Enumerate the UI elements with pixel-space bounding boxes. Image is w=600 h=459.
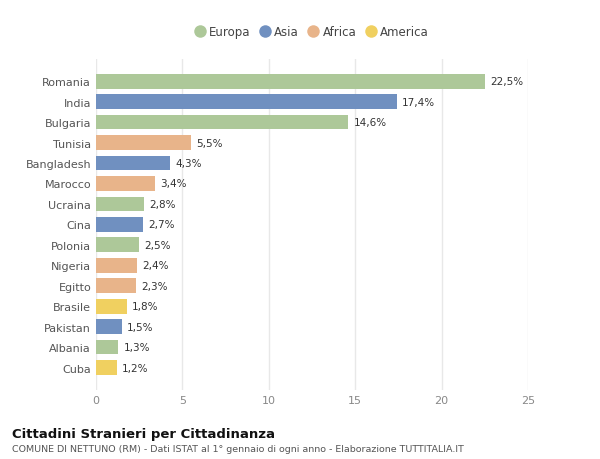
Bar (96, 319, 122, 334)
Text: 1,2%: 1,2% (122, 363, 148, 373)
Text: 2,7%: 2,7% (148, 220, 175, 230)
Text: 4,3%: 4,3% (175, 159, 202, 168)
Text: 22,5%: 22,5% (490, 77, 523, 87)
Bar (96, 177, 155, 191)
Text: Cittadini Stranieri per Cittadinanza: Cittadini Stranieri per Cittadinanza (12, 427, 275, 440)
Text: 3,4%: 3,4% (160, 179, 187, 189)
Text: 17,4%: 17,4% (402, 97, 435, 107)
Bar (96, 238, 139, 252)
Bar (96, 360, 117, 375)
Bar (96, 340, 118, 355)
Text: 1,3%: 1,3% (124, 342, 150, 353)
Bar (96, 197, 145, 212)
Text: 2,5%: 2,5% (145, 241, 171, 250)
Bar (96, 299, 127, 314)
Text: 1,5%: 1,5% (127, 322, 154, 332)
Bar (96, 75, 485, 90)
Bar (96, 116, 348, 130)
Bar (96, 95, 397, 110)
Bar (96, 218, 143, 232)
Text: 2,4%: 2,4% (143, 261, 169, 271)
Bar (96, 136, 191, 151)
Text: 5,5%: 5,5% (196, 138, 223, 148)
Text: 2,3%: 2,3% (141, 281, 167, 291)
Text: 2,8%: 2,8% (149, 200, 176, 209)
Bar (96, 258, 137, 273)
Text: 14,6%: 14,6% (353, 118, 386, 128)
Text: COMUNE DI NETTUNO (RM) - Dati ISTAT al 1° gennaio di ogni anno - Elaborazione TU: COMUNE DI NETTUNO (RM) - Dati ISTAT al 1… (12, 444, 464, 453)
Bar (96, 157, 170, 171)
Bar (96, 279, 136, 293)
Legend: Europa, Asia, Africa, America: Europa, Asia, Africa, America (191, 22, 433, 43)
Text: 1,8%: 1,8% (132, 302, 159, 312)
